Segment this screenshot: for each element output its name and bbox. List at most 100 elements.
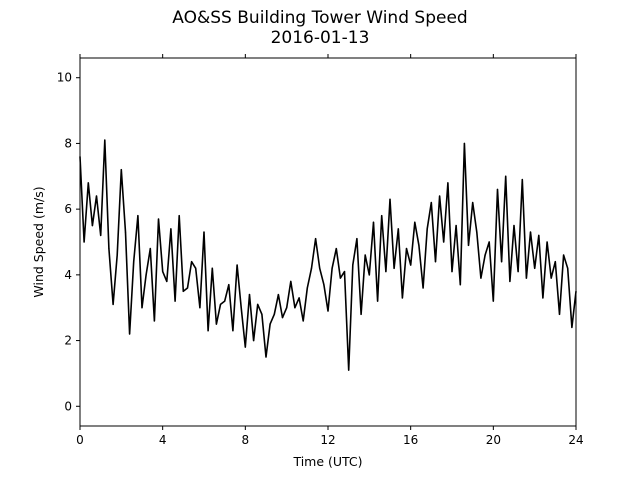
data-point bbox=[253, 339, 255, 342]
data-point bbox=[488, 241, 490, 243]
data-point bbox=[244, 346, 246, 348]
data-point bbox=[323, 284, 325, 286]
data-point bbox=[178, 215, 180, 217]
data-point bbox=[335, 247, 337, 250]
data-point bbox=[385, 270, 387, 273]
data-point bbox=[513, 224, 515, 227]
data-point bbox=[372, 221, 375, 223]
y-axis-label: Wind Speed (m/s) bbox=[31, 186, 46, 297]
data-point bbox=[517, 270, 519, 273]
data-point bbox=[405, 247, 408, 250]
data-point bbox=[410, 264, 412, 266]
data-point bbox=[414, 221, 416, 223]
data-point bbox=[298, 297, 300, 299]
data-point bbox=[430, 201, 432, 204]
wind-speed-series-line-0 bbox=[79, 139, 577, 371]
y-tick-label: 6 bbox=[64, 202, 72, 216]
data-point bbox=[277, 293, 279, 296]
data-point bbox=[439, 195, 441, 197]
data-point bbox=[248, 293, 251, 296]
data-point bbox=[162, 270, 164, 273]
data-point bbox=[95, 195, 98, 197]
data-point bbox=[203, 231, 205, 233]
y-tick-label: 2 bbox=[64, 334, 72, 348]
data-point bbox=[182, 290, 184, 292]
data-point bbox=[563, 254, 565, 256]
data-point bbox=[472, 201, 474, 204]
data-point bbox=[91, 224, 93, 227]
x-tick-label: 12 bbox=[320, 433, 335, 447]
data-point bbox=[377, 300, 379, 302]
data-point bbox=[87, 182, 89, 184]
data-point bbox=[542, 297, 544, 299]
data-point bbox=[265, 356, 267, 358]
data-point bbox=[397, 228, 399, 230]
data-point bbox=[554, 261, 556, 263]
data-point bbox=[356, 238, 358, 240]
chart-subtitle: 2016-01-13 bbox=[270, 28, 370, 48]
x-tick-label: 20 bbox=[486, 433, 501, 447]
data-point bbox=[509, 280, 511, 283]
data-point bbox=[496, 188, 499, 191]
data-point bbox=[381, 215, 383, 217]
data-point bbox=[286, 307, 288, 309]
data-point bbox=[104, 139, 106, 141]
data-point bbox=[463, 142, 465, 145]
data-point bbox=[339, 277, 341, 279]
data-point bbox=[83, 241, 85, 243]
data-point bbox=[294, 307, 296, 309]
data-point bbox=[389, 198, 391, 200]
x-tick-label: 8 bbox=[242, 433, 250, 447]
data-point bbox=[315, 238, 317, 240]
data-point bbox=[232, 330, 234, 332]
data-point bbox=[451, 270, 453, 273]
data-point bbox=[480, 277, 482, 279]
data-point bbox=[534, 267, 536, 269]
data-point bbox=[571, 326, 573, 329]
data-point bbox=[174, 300, 176, 302]
data-point bbox=[529, 231, 532, 233]
data-point bbox=[149, 247, 151, 250]
y-tick-label: 0 bbox=[64, 399, 72, 413]
data-point bbox=[170, 228, 172, 230]
data-point bbox=[120, 169, 122, 171]
data-point bbox=[567, 267, 569, 269]
x-tick-label: 16 bbox=[403, 433, 418, 447]
data-point bbox=[501, 261, 503, 263]
data-point bbox=[455, 224, 457, 227]
data-point bbox=[550, 277, 552, 279]
data-point bbox=[273, 313, 275, 315]
y-tick-label: 10 bbox=[57, 71, 72, 85]
data-point bbox=[505, 175, 507, 177]
plot-frame bbox=[79, 57, 577, 427]
data-point bbox=[108, 247, 110, 250]
data-point bbox=[290, 280, 292, 283]
data-point bbox=[401, 297, 403, 299]
y-tick-label: 4 bbox=[64, 268, 72, 282]
x-tick-label: 4 bbox=[159, 433, 167, 447]
data-point bbox=[521, 178, 523, 181]
data-point bbox=[484, 254, 486, 256]
data-point bbox=[191, 261, 193, 263]
data-point bbox=[199, 307, 201, 309]
data-point bbox=[426, 228, 428, 230]
data-point bbox=[343, 270, 346, 273]
data-point bbox=[467, 244, 470, 246]
data-point bbox=[153, 320, 155, 322]
data-point bbox=[422, 287, 424, 289]
data-point bbox=[443, 241, 445, 243]
data-point bbox=[215, 323, 217, 325]
data-point bbox=[269, 323, 271, 325]
data-point bbox=[327, 310, 329, 312]
data-point bbox=[195, 267, 197, 269]
x-tick-label: 24 bbox=[568, 433, 583, 447]
data-point bbox=[447, 182, 449, 184]
data-point bbox=[207, 330, 209, 332]
data-point bbox=[352, 264, 354, 266]
data-point bbox=[166, 280, 168, 283]
data-point bbox=[224, 300, 226, 302]
data-point bbox=[393, 267, 395, 269]
data-point bbox=[368, 274, 370, 276]
data-point bbox=[319, 267, 321, 269]
